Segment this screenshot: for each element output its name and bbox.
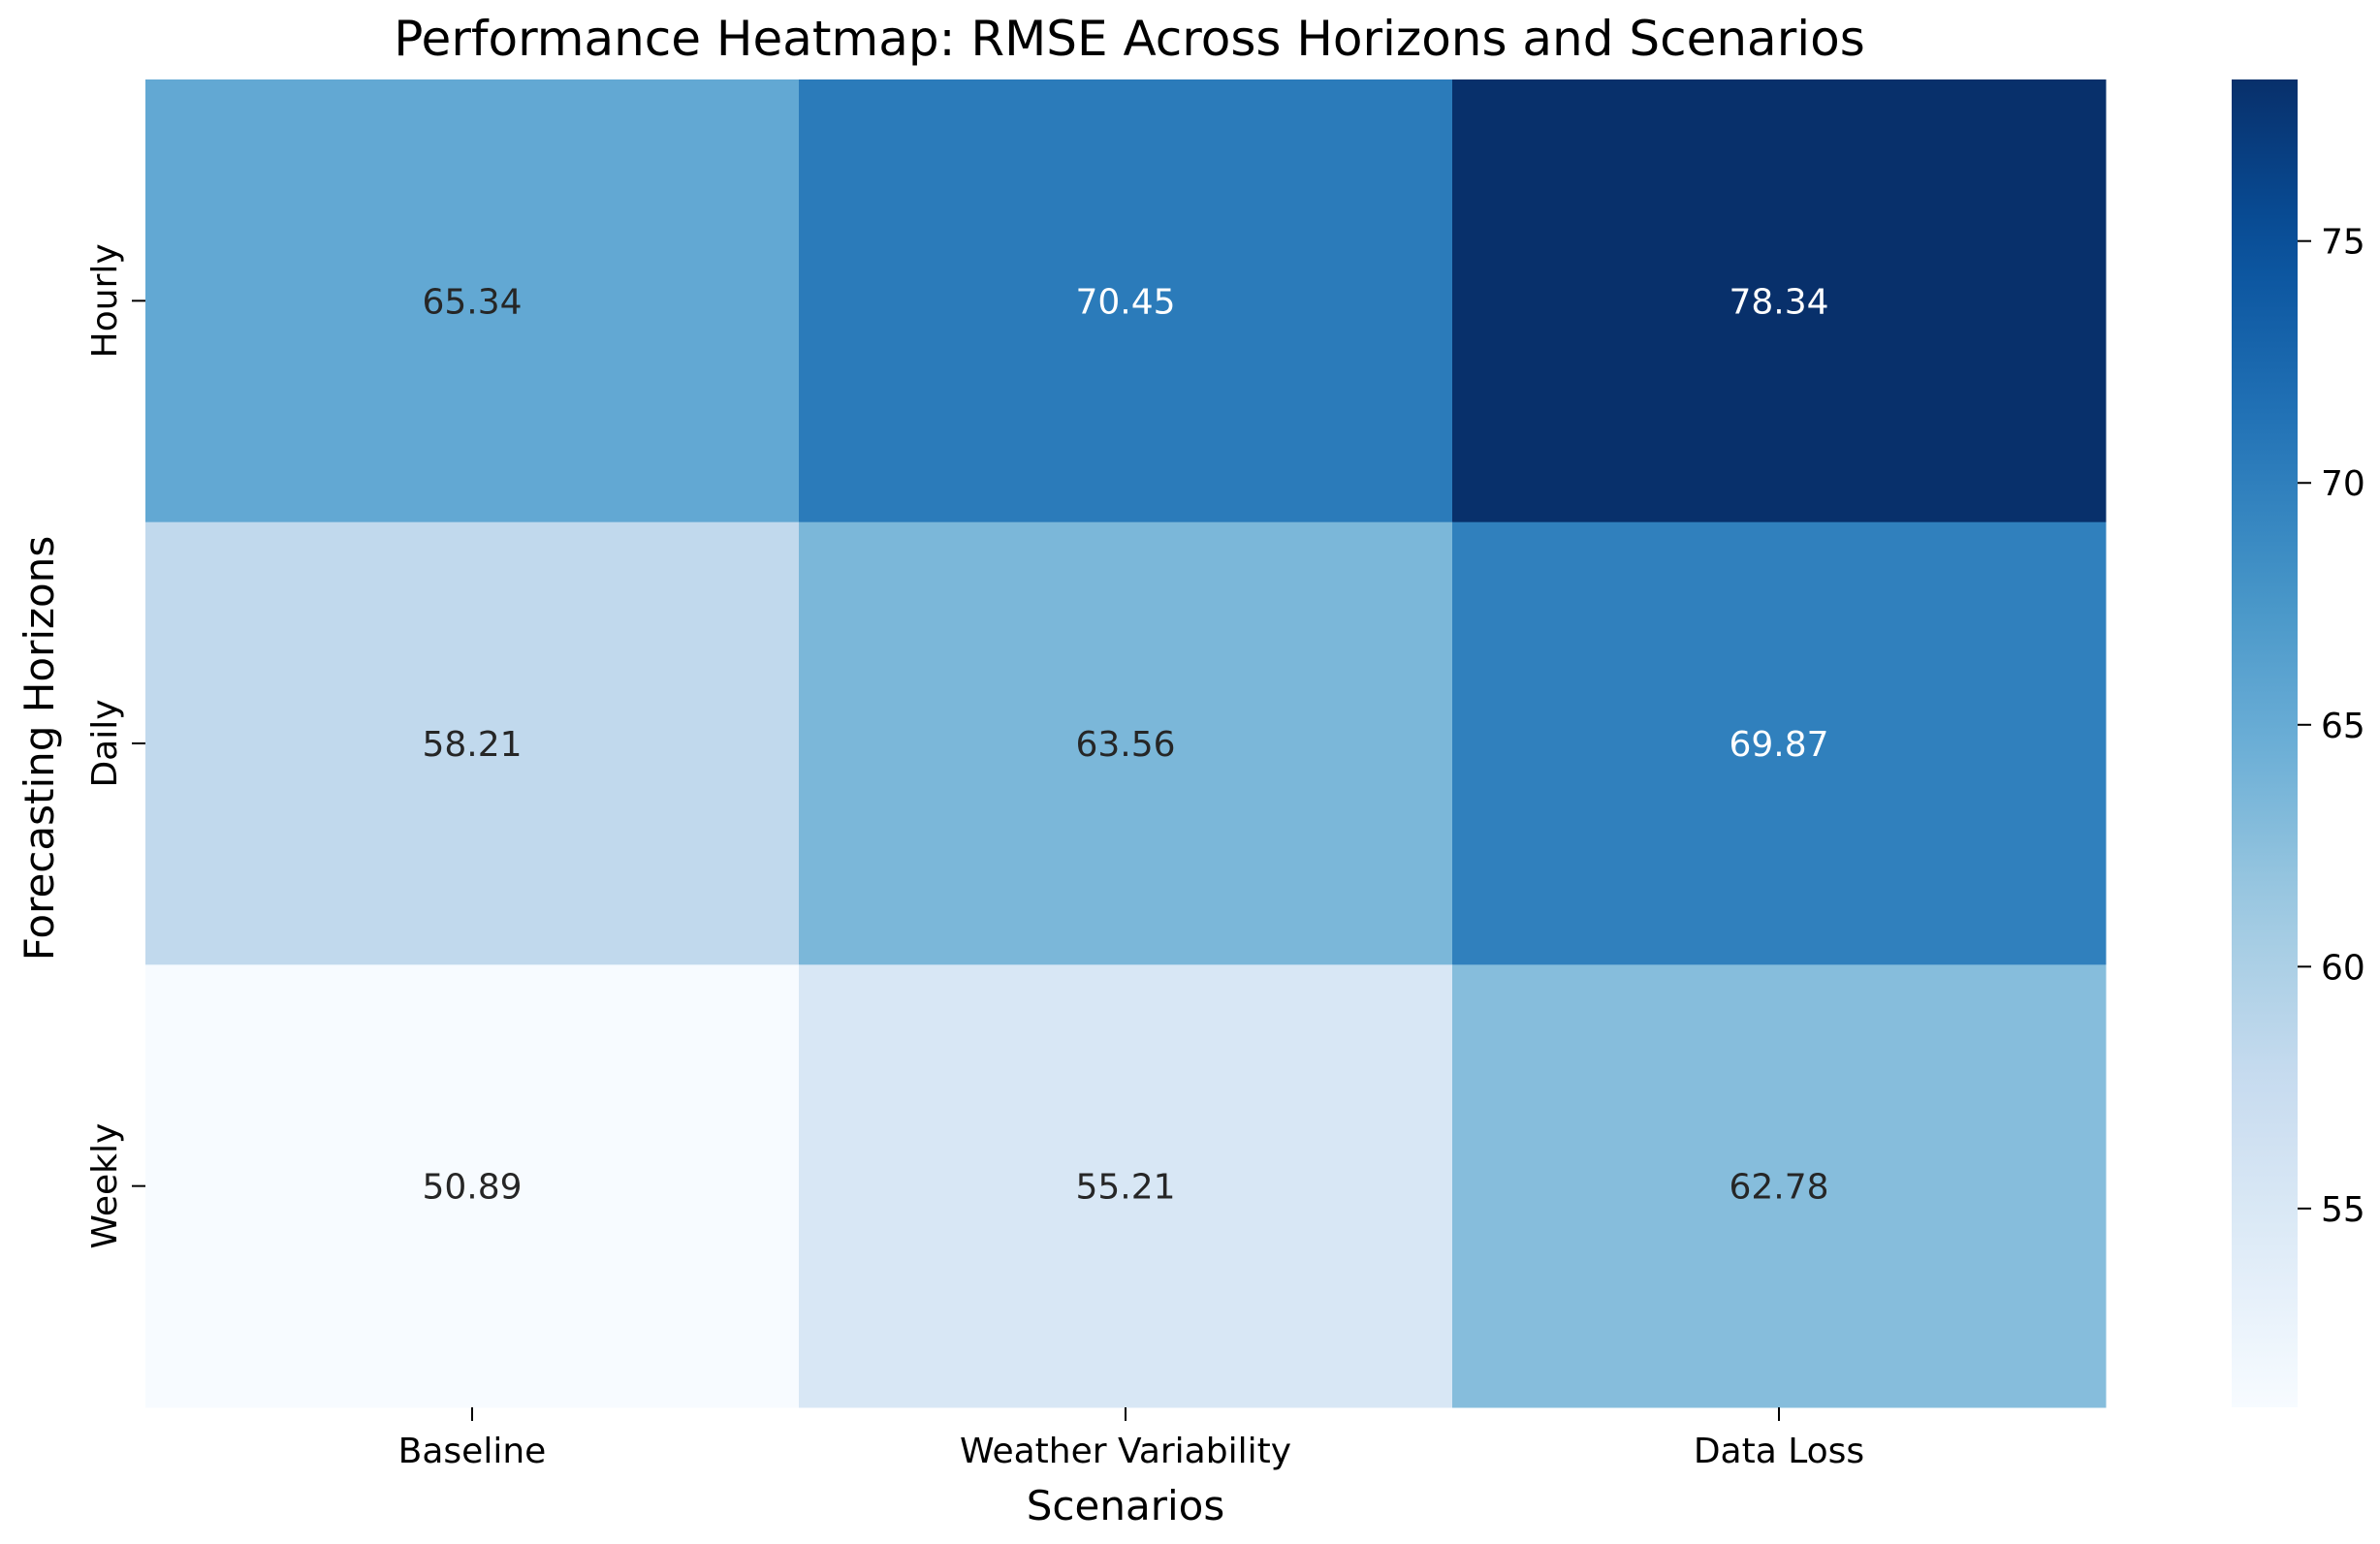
cell-value-label: 69.87 [1729, 725, 1828, 765]
heatmap-cell [799, 964, 1453, 1408]
cell-value-label: 70.45 [1075, 282, 1175, 322]
heatmap-cell [145, 521, 800, 965]
y-tick-label: Weekly [85, 1123, 125, 1249]
x-tick-label: Baseline [398, 1432, 547, 1471]
cell-value-label: 50.89 [422, 1168, 522, 1208]
x-axis-title: Scenarios [1027, 1482, 1224, 1529]
colorbar-gradient [2232, 79, 2298, 1407]
colorbar-tick-label: 65 [2321, 707, 2365, 746]
cell-value-label: 65.34 [422, 282, 522, 322]
heatmap-cell [1452, 521, 2107, 965]
colorbar-tick-label: 75 [2321, 223, 2365, 263]
chart-title: Performance Heatmap: RMSE Across Horizon… [394, 11, 1865, 67]
heatmap-cells: 65.34 70.45 78.34 58.21 63.56 69.87 50.89 55.21… [145, 79, 2107, 1408]
y-tick-label: Hourly [85, 243, 125, 358]
cell-value-label: 78.34 [1729, 282, 1828, 322]
colorbar: 55 60 65 70 75 [2232, 79, 2365, 1407]
colorbar-tick-label: 70 [2321, 464, 2365, 504]
heatmap-cell [1452, 79, 2107, 523]
cell-value-label: 58.21 [422, 725, 522, 765]
x-tick-label: Data Loss [1694, 1432, 1864, 1471]
colorbar-tick-label: 60 [2321, 948, 2365, 988]
cell-value-label: 55.21 [1075, 1168, 1175, 1208]
y-tick-label: Daily [85, 699, 125, 787]
y-axis: Hourly Daily Weekly [85, 243, 145, 1249]
cell-value-label: 62.78 [1729, 1168, 1828, 1208]
heatmap-cell [799, 521, 1453, 965]
heatmap-cell [145, 79, 800, 523]
heatmap-cell [799, 79, 1453, 523]
colorbar-tick-label: 55 [2321, 1190, 2365, 1230]
heatmap-cell [145, 964, 800, 1408]
y-axis-title: Forecasting Horizons [16, 536, 63, 961]
x-axis: Baseline Weather Variability Data Loss [398, 1407, 1864, 1471]
heatmap-cell [1452, 964, 2107, 1408]
cell-value-label: 63.56 [1075, 725, 1175, 765]
x-tick-label: Weather Variability [960, 1432, 1291, 1471]
